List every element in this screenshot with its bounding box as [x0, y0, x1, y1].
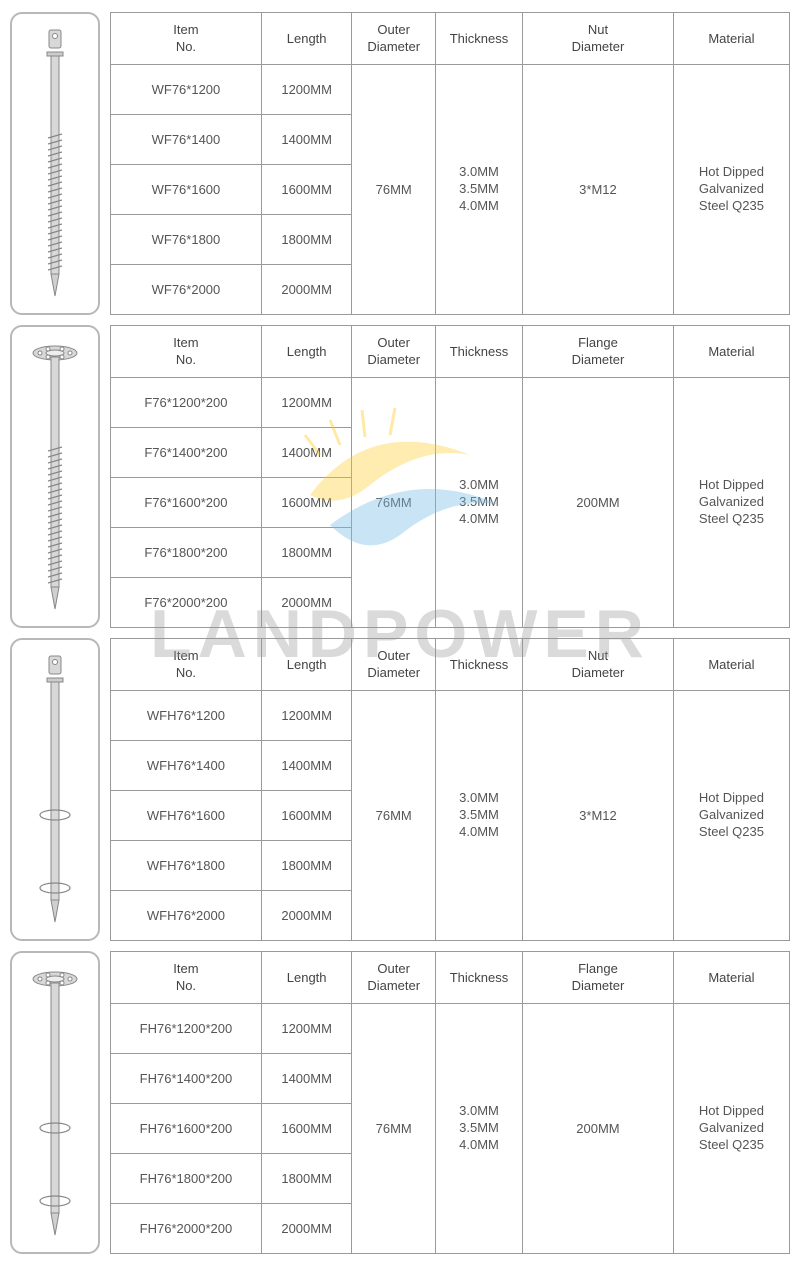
cell-length: 1600MM — [261, 1104, 352, 1154]
table-header: ItemNo. — [111, 13, 262, 65]
cell-length: 2000MM — [261, 1204, 352, 1254]
spec-table: ItemNo.LengthOuterDiameterThicknessFlang… — [110, 951, 790, 1254]
cell-length: 1200MM — [261, 691, 352, 741]
cell-extra-diameter: 200MM — [523, 1004, 674, 1254]
cell-outer-diameter: 76MM — [352, 65, 436, 315]
cell-length: 1800MM — [261, 215, 352, 265]
cell-thickness: 3.0MM3.5MM4.0MM — [435, 65, 522, 315]
cell-item-no: F76*2000*200 — [111, 578, 262, 628]
cell-length: 1400MM — [261, 115, 352, 165]
cell-outer-diameter: 76MM — [352, 691, 436, 941]
cell-item-no: WFH76*2000 — [111, 891, 262, 941]
cell-length: 1400MM — [261, 741, 352, 791]
spec-table: ItemNo.LengthOuterDiameterThicknessNutDi… — [110, 638, 790, 941]
cell-thickness: 3.0MM3.5MM4.0MM — [435, 691, 522, 941]
cell-length: 1800MM — [261, 841, 352, 891]
spec-section: ItemNo.LengthOuterDiameterThicknessNutDi… — [10, 638, 790, 941]
spec-section: ItemNo.LengthOuterDiameterThicknessFlang… — [10, 325, 790, 628]
cell-item-no: WF76*2000 — [111, 265, 262, 315]
cell-length: 1800MM — [261, 528, 352, 578]
cell-extra-diameter: 3*M12 — [523, 691, 674, 941]
cell-item-no: WF76*1800 — [111, 215, 262, 265]
cell-material: Hot DippedGalvanizedSteel Q235 — [673, 1004, 789, 1254]
cell-length: 1600MM — [261, 165, 352, 215]
table-header: Thickness — [435, 952, 522, 1004]
screw-illustration — [10, 638, 100, 941]
table-header: NutDiameter — [523, 13, 674, 65]
table-header: ItemNo. — [111, 639, 262, 691]
cell-item-no: WFH76*1800 — [111, 841, 262, 891]
table-header: Material — [673, 13, 789, 65]
spec-table: ItemNo.LengthOuterDiameterThicknessNutDi… — [110, 12, 790, 315]
cell-length: 1600MM — [261, 791, 352, 841]
table-header: OuterDiameter — [352, 13, 436, 65]
cell-item-no: WF76*1400 — [111, 115, 262, 165]
table-header: Material — [673, 639, 789, 691]
cell-item-no: F76*1600*200 — [111, 478, 262, 528]
table-row: F76*1200*2001200MM76MM3.0MM3.5MM4.0MM200… — [111, 378, 790, 428]
spec-table: ItemNo.LengthOuterDiameterThicknessFlang… — [110, 325, 790, 628]
cell-item-no: FH76*2000*200 — [111, 1204, 262, 1254]
cell-item-no: WF76*1200 — [111, 65, 262, 115]
cell-length: 1200MM — [261, 65, 352, 115]
table-header: OuterDiameter — [352, 326, 436, 378]
table-header: ItemNo. — [111, 952, 262, 1004]
cell-material: Hot DippedGalvanizedSteel Q235 — [673, 691, 789, 941]
cell-material: Hot DippedGalvanizedSteel Q235 — [673, 378, 789, 628]
cell-extra-diameter: 3*M12 — [523, 65, 674, 315]
table-header: FlangeDiameter — [523, 952, 674, 1004]
table-header: Length — [261, 13, 352, 65]
table-row: FH76*1200*2001200MM76MM3.0MM3.5MM4.0MM20… — [111, 1004, 790, 1054]
cell-length: 1400MM — [261, 428, 352, 478]
table-header: Thickness — [435, 13, 522, 65]
screw-illustration — [10, 325, 100, 628]
cell-thickness: 3.0MM3.5MM4.0MM — [435, 378, 522, 628]
screw-illustration — [10, 12, 100, 315]
table-row: WF76*12001200MM76MM3.0MM3.5MM4.0MM3*M12H… — [111, 65, 790, 115]
cell-material: Hot DippedGalvanizedSteel Q235 — [673, 65, 789, 315]
cell-length: 1800MM — [261, 1154, 352, 1204]
table-header: Thickness — [435, 326, 522, 378]
table-header: OuterDiameter — [352, 952, 436, 1004]
table-header: Length — [261, 326, 352, 378]
cell-length: 1600MM — [261, 478, 352, 528]
cell-item-no: F76*1800*200 — [111, 528, 262, 578]
cell-item-no: F76*1200*200 — [111, 378, 262, 428]
screw-illustration — [10, 951, 100, 1254]
cell-item-no: FH76*1200*200 — [111, 1004, 262, 1054]
cell-outer-diameter: 76MM — [352, 378, 436, 628]
table-header: ItemNo. — [111, 326, 262, 378]
cell-item-no: WFH76*1600 — [111, 791, 262, 841]
spec-section: ItemNo.LengthOuterDiameterThicknessNutDi… — [10, 12, 790, 315]
cell-length: 1400MM — [261, 1054, 352, 1104]
table-header: Material — [673, 952, 789, 1004]
cell-item-no: WF76*1600 — [111, 165, 262, 215]
table-row: WFH76*12001200MM76MM3.0MM3.5MM4.0MM3*M12… — [111, 691, 790, 741]
cell-item-no: WFH76*1400 — [111, 741, 262, 791]
cell-extra-diameter: 200MM — [523, 378, 674, 628]
cell-item-no: WFH76*1200 — [111, 691, 262, 741]
spec-section: ItemNo.LengthOuterDiameterThicknessFlang… — [10, 951, 790, 1254]
cell-item-no: FH76*1400*200 — [111, 1054, 262, 1104]
cell-length: 2000MM — [261, 578, 352, 628]
cell-length: 2000MM — [261, 891, 352, 941]
table-header: NutDiameter — [523, 639, 674, 691]
cell-item-no: F76*1400*200 — [111, 428, 262, 478]
cell-length: 2000MM — [261, 265, 352, 315]
cell-outer-diameter: 76MM — [352, 1004, 436, 1254]
table-header: OuterDiameter — [352, 639, 436, 691]
table-header: Length — [261, 639, 352, 691]
cell-length: 1200MM — [261, 378, 352, 428]
table-header: Thickness — [435, 639, 522, 691]
table-header: Material — [673, 326, 789, 378]
table-header: FlangeDiameter — [523, 326, 674, 378]
table-header: Length — [261, 952, 352, 1004]
cell-item-no: FH76*1800*200 — [111, 1154, 262, 1204]
cell-thickness: 3.0MM3.5MM4.0MM — [435, 1004, 522, 1254]
cell-item-no: FH76*1600*200 — [111, 1104, 262, 1154]
cell-length: 1200MM — [261, 1004, 352, 1054]
